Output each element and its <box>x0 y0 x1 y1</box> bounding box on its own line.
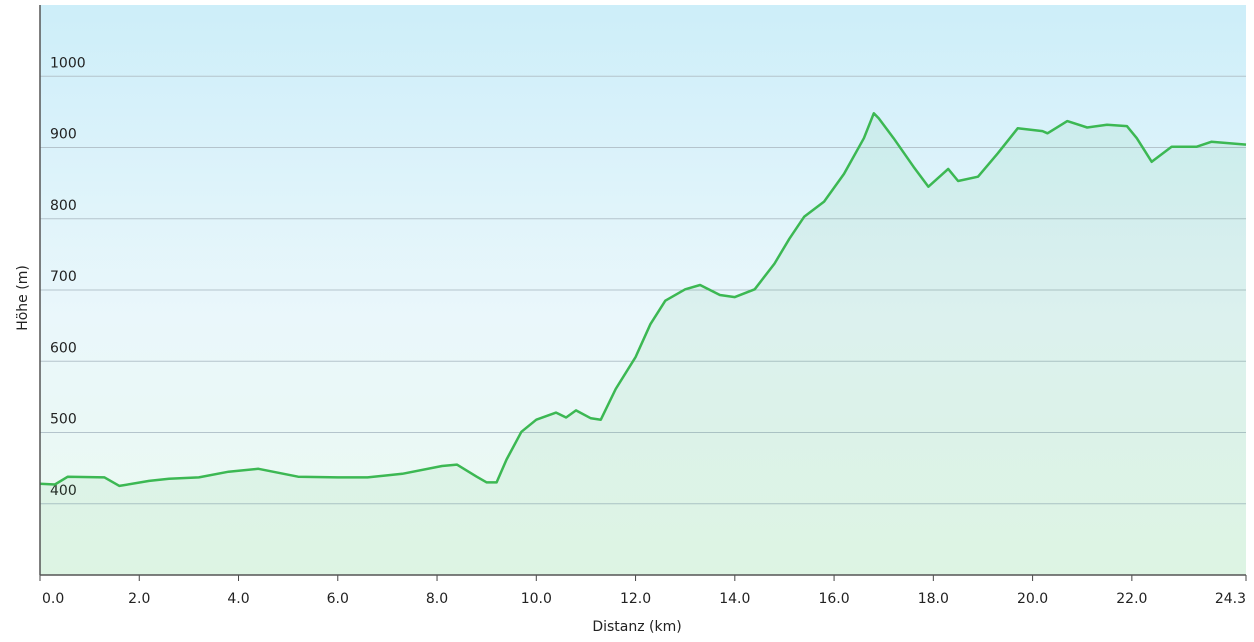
y-tick-label: 500 <box>50 412 77 428</box>
y-tick-label: 400 <box>50 483 77 499</box>
y-tick-label: 800 <box>50 198 77 214</box>
x-tick-label: 6.0 <box>327 591 349 607</box>
x-tick-label: 10.0 <box>521 591 552 607</box>
x-tick-label: 16.0 <box>818 591 849 607</box>
x-tick-label: 4.0 <box>227 591 249 607</box>
x-tick-label: 24.3 <box>1215 591 1246 607</box>
elevation-line <box>39 112 1247 488</box>
x-tick-label: 0.0 <box>42 591 64 607</box>
x-tick-label: 18.0 <box>918 591 949 607</box>
x-tick-label: 8.0 <box>426 591 448 607</box>
area-fill <box>40 113 1246 576</box>
y-tick-label: 700 <box>50 269 77 285</box>
y-tick-label: 900 <box>50 127 77 143</box>
x-tick-label: 14.0 <box>719 591 750 607</box>
x-tick-label: 12.0 <box>620 591 651 607</box>
x-axis-label: Distanz (km) <box>592 619 681 635</box>
y-axis-label: Höhe (m) <box>15 265 31 331</box>
y-tick-label: 600 <box>50 340 77 356</box>
y-tick-label: 1000 <box>50 55 86 71</box>
x-tick-label: 2.0 <box>128 591 150 607</box>
x-tick-label: 22.0 <box>1116 591 1147 607</box>
x-tick-label: 20.0 <box>1017 591 1048 607</box>
